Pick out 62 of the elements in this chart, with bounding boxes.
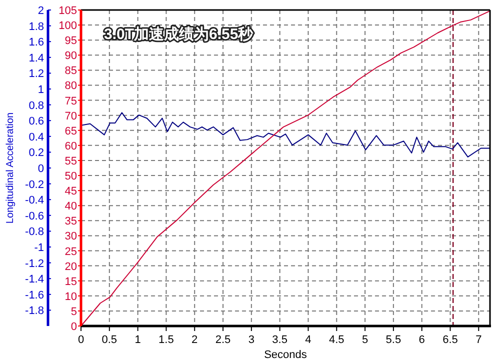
y2-tick-label: 80: [64, 80, 77, 92]
y-tick-label: 0.4: [28, 131, 44, 144]
y-axis-title: Longitudinal Acceleration: [5, 112, 16, 224]
y-tick-label: -0.6: [25, 210, 44, 222]
x-tick-label: 1.5: [158, 334, 174, 346]
y2-tick-label: 30: [64, 230, 77, 243]
x-tick-label: 4.5: [328, 334, 344, 346]
y-tick-label: -1.6: [25, 289, 44, 302]
y-tick-label: -0.4: [25, 194, 44, 207]
text: 3.0T加速成绩为6.55秒: [104, 26, 254, 43]
y-tick-label: 0.6: [28, 116, 44, 128]
x-tick-label: 3: [248, 334, 254, 346]
y-tick-label: 1: [38, 84, 44, 96]
y2-tick-label: 55: [64, 155, 77, 168]
y-tick-label: -1: [34, 242, 44, 254]
y2-tick-label: 60: [64, 140, 77, 152]
y-tick-label: 2: [38, 5, 44, 17]
y-tick-label: 1.2: [28, 68, 44, 80]
x-tick-label: 0.5: [102, 334, 118, 346]
x-tick-label: 5.5: [386, 334, 402, 346]
x-axis-title: Seconds: [264, 349, 308, 361]
y2-tick-label: 50: [64, 170, 77, 183]
y-tick-label: 1.8: [28, 20, 44, 33]
y-tick-label: 0.8: [28, 100, 44, 112]
y-tick-label: 1.6: [28, 36, 44, 49]
x-tick-label: 6.5: [442, 334, 458, 346]
y-tick-label: 1.4: [28, 52, 44, 64]
y2-tick-label: 105: [58, 5, 77, 17]
y2-tick-label: 65: [64, 125, 77, 138]
y2-tick-label: 25: [64, 246, 77, 258]
x-tick-label: 7: [476, 334, 482, 346]
y-tick-label: -1.8: [25, 305, 44, 318]
y2-tick-label: 20: [64, 260, 77, 273]
x-tick-label: 5: [362, 334, 368, 346]
line-series: [80, 112, 490, 158]
y2-tick-label: 45: [64, 186, 77, 198]
y2-tick-label: 95: [64, 35, 77, 48]
line-series: [80, 10, 490, 326]
y2-tick-label: 15: [64, 276, 77, 288]
x-tick-label: 4: [305, 334, 312, 346]
y-tick-label: 0: [38, 163, 44, 175]
y2-tick-label: 35: [64, 216, 77, 228]
y2-tick-label: 85: [64, 65, 77, 78]
y-tick-label: -0.8: [25, 226, 44, 238]
y-tick-label: 0.2: [28, 147, 44, 160]
x-tick-label: 0: [78, 334, 84, 346]
y-tick-label: -1.2: [25, 258, 44, 270]
x-tick-label: 3.5: [272, 334, 288, 346]
y2-tick-label: 70: [64, 110, 77, 122]
x-tick-label: 1: [134, 334, 141, 346]
y2-tick-label: 90: [64, 50, 77, 62]
x-tick-label: 2: [192, 334, 198, 346]
y2-tick-label: 0: [70, 321, 77, 333]
y2-tick-label: 75: [64, 95, 77, 108]
x-tick-label: 2.5: [215, 334, 231, 346]
y-tick-label: -0.2: [25, 178, 44, 191]
x-tick-label: 6: [418, 334, 425, 346]
y2-tick-label: 5: [70, 306, 77, 318]
y2-tick-label: 40: [64, 200, 77, 213]
y2-tick-label: 100: [58, 20, 77, 32]
y-tick-label: -1.4: [25, 274, 44, 286]
y2-tick-label: 10: [64, 290, 77, 303]
